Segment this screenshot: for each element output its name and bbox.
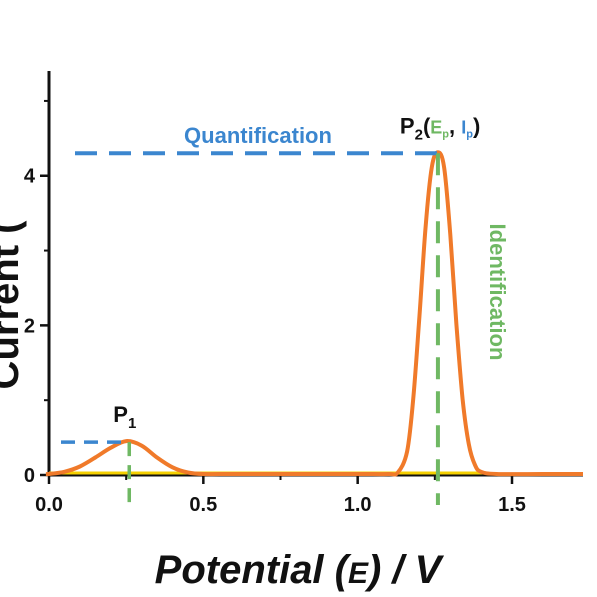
peak2-label: P2(Ep, Ip) <box>400 113 480 143</box>
x-axis-title-symbol: E <box>348 557 369 590</box>
peak2-ep-sub: p <box>442 128 449 140</box>
x-tick-label: 0.5 <box>189 494 217 516</box>
peak2-ip-sub: p <box>466 128 473 140</box>
data-layer <box>45 150 583 477</box>
y-tick-label: 0 <box>24 465 35 487</box>
x-tick-label: 0.0 <box>35 494 63 516</box>
peak2-label-sub: 2 <box>415 126 423 143</box>
peak2-close-paren: ) <box>473 113 480 138</box>
peak1-label-main: P <box>113 402 128 427</box>
peak2-comma: , <box>449 113 461 138</box>
peak2-ip-symbol: I <box>461 117 466 137</box>
peak2-label-main: P <box>400 113 415 138</box>
peak1-label: P1 <box>113 402 136 432</box>
y-axis-title: Current ( <box>0 220 27 390</box>
x-axis-title: Potential (E) / V <box>155 548 445 592</box>
voltammogram-curve-1 <box>45 150 583 477</box>
label-layer: Potential (E) / V Current ( <box>0 220 445 592</box>
peak2-open-paren: ( <box>423 113 431 138</box>
identification-label: Identification <box>485 224 510 361</box>
x-axis-title-part-a: Potential ( <box>155 548 353 592</box>
peak1-label-sub: 1 <box>128 415 136 432</box>
x-tick-label: 1.0 <box>344 494 372 516</box>
peak2-ep-symbol: E <box>430 117 442 137</box>
x-axis-title-part-c: ) / V <box>364 548 445 592</box>
quantification-label: Quantification <box>184 123 332 148</box>
x-tick-label: 1.5 <box>498 494 526 516</box>
y-tick-label: 4 <box>24 166 36 188</box>
y-tick-label: 2 <box>24 315 35 337</box>
